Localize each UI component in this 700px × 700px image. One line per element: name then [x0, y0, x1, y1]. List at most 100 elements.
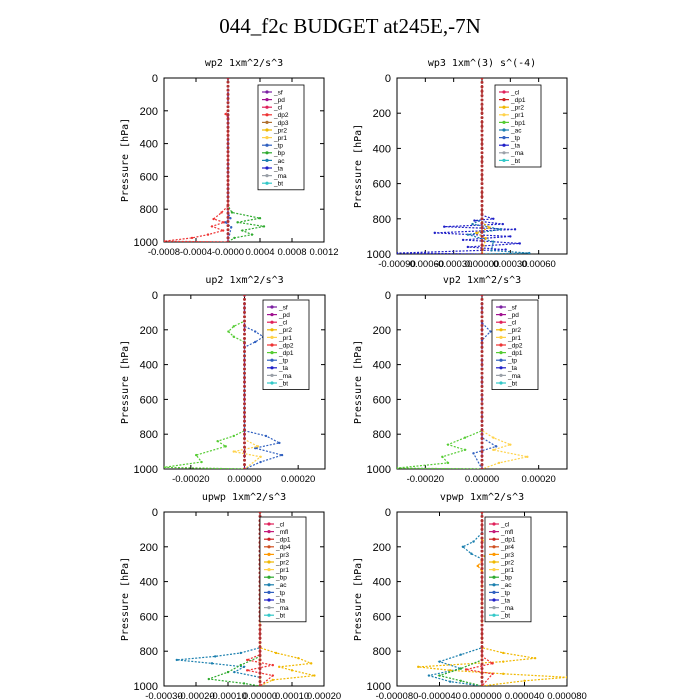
center-marker: [243, 319, 246, 323]
legend-marker: [267, 568, 271, 572]
center-marker: [243, 402, 246, 406]
series-point: [250, 233, 254, 236]
legend-label: _pd: [273, 97, 285, 104]
legend-label: _bt: [278, 380, 288, 387]
center-marker: [480, 588, 484, 592]
center-marker: [480, 424, 484, 427]
center-marker: [226, 236, 230, 240]
center-marker: [480, 177, 484, 181]
legend-marker: [502, 98, 506, 102]
center-marker: [243, 295, 246, 297]
series-point: [278, 441, 281, 445]
center-marker: [243, 410, 246, 414]
center-marker: [480, 328, 484, 332]
series-point: [464, 668, 468, 671]
y-axis-label: Pressure [hPa]: [120, 340, 131, 424]
series-point: [502, 660, 505, 663]
legend-marker: [265, 105, 269, 109]
series-point: [438, 674, 441, 677]
series-point: [230, 211, 234, 214]
legend-label: _bp1: [510, 120, 526, 127]
center-marker: [480, 540, 484, 544]
legend-marker: [502, 143, 506, 147]
y-tick-label: 200: [373, 325, 391, 337]
center-marker: [258, 645, 262, 649]
center-marker: [226, 129, 230, 133]
legend-marker: [267, 552, 271, 557]
legend-label: _dp2: [278, 342, 294, 349]
center-marker: [243, 437, 246, 441]
center-marker: [243, 371, 246, 375]
center-marker: [226, 117, 230, 121]
series-point: [509, 235, 512, 238]
center-marker: [258, 662, 262, 666]
center-marker: [480, 310, 484, 314]
legend-label: _ac: [510, 127, 522, 134]
series-point: [239, 663, 242, 667]
legend-label: _dp1: [278, 350, 294, 357]
legend-label: _bt: [273, 181, 283, 188]
series-group: [164, 78, 266, 242]
legend-label: _bp: [273, 150, 285, 157]
center-marker: [243, 424, 246, 427]
center-marker: [243, 358, 246, 362]
center-marker: [258, 654, 262, 658]
y-tick-label: 400: [140, 139, 158, 151]
center-marker: [243, 310, 246, 314]
center-marker: [480, 562, 484, 566]
center-marker: [480, 402, 484, 406]
center-marker: [226, 174, 230, 178]
x-tick-label: 0.00030: [493, 259, 527, 270]
center-marker: [226, 105, 230, 109]
y-tick-label: 0: [152, 290, 158, 302]
legend-label: _dp1: [507, 350, 523, 357]
legend-label: _dp3: [273, 120, 289, 127]
legend-marker: [270, 381, 274, 385]
center-marker: [226, 78, 230, 80]
center-marker: [226, 84, 230, 88]
y-tick-label: 600: [140, 611, 158, 623]
center-marker: [243, 432, 246, 436]
center-marker: [226, 187, 230, 191]
center-marker: [243, 463, 246, 467]
legend-label: _dp2: [273, 112, 289, 119]
legend-label: _dp2: [507, 342, 523, 349]
center-marker: [243, 454, 246, 458]
legend-marker: [492, 560, 496, 564]
center-marker: [258, 623, 262, 627]
legend-label: _pr1: [510, 112, 524, 119]
center-marker: [480, 584, 484, 588]
center-marker: [480, 536, 484, 540]
x-tick-label: 0.00020: [521, 474, 555, 485]
series-point: [492, 448, 495, 452]
legend-marker: [270, 320, 274, 324]
y-tick-label: 200: [140, 542, 158, 554]
series-group: [397, 295, 529, 469]
series-point: [207, 677, 210, 681]
center-marker: [226, 183, 230, 187]
center-marker: [243, 441, 246, 445]
series-point: [200, 460, 203, 464]
center-marker: [480, 397, 484, 401]
center-marker: [480, 410, 484, 414]
center-marker: [480, 601, 484, 605]
center-marker: [480, 345, 484, 349]
center-marker: [258, 632, 262, 636]
center-marker: [480, 337, 484, 340]
center-marker: [226, 109, 230, 113]
center-marker: [480, 243, 484, 247]
center-marker: [480, 597, 484, 601]
center-marker: [226, 224, 230, 228]
series-point: [175, 658, 178, 662]
x-tick-label: -0.00020: [172, 474, 210, 485]
legend-label: _bt: [507, 380, 517, 387]
center-marker: [480, 380, 484, 384]
center-marker: [243, 458, 246, 462]
y-tick-label: 200: [140, 106, 158, 118]
series-point: [523, 679, 526, 682]
center-marker: [480, 445, 484, 449]
legend-marker: [499, 358, 503, 362]
series-point: [475, 231, 478, 235]
center-marker: [226, 113, 230, 117]
center-marker: [480, 654, 484, 658]
